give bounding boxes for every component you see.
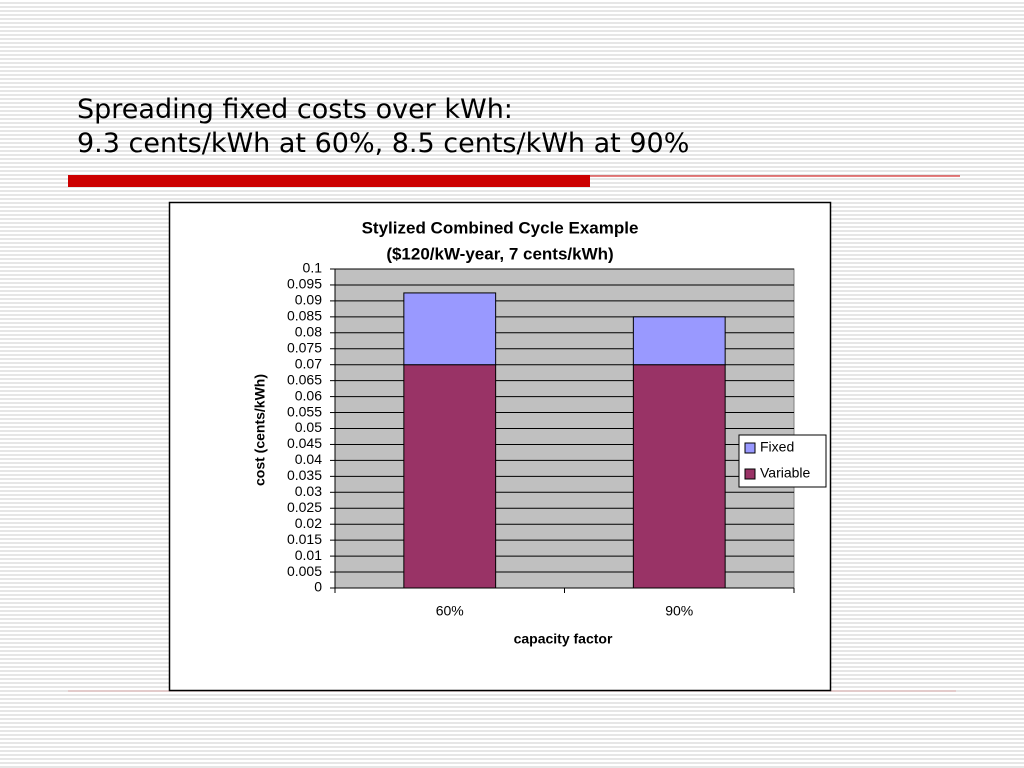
chart-subtitle: ($120/kW-year, 7 cents/kWh) [386,244,613,263]
y-tick-label: 0.085 [287,308,322,324]
y-tick-label: 0.04 [295,451,322,467]
y-tick-label: 0.035 [287,467,322,483]
legend-label: Fixed [760,439,794,455]
y-tick-label: 0.005 [287,563,322,579]
y-tick-label: 0.065 [287,371,322,387]
bar-segment [632,316,726,366]
bar-segment [403,292,497,366]
y-tick-label: 0.01 [295,547,322,563]
slide-title: Spreading fixed costs over kWh: 9.3 cent… [77,93,689,161]
y-tick-label: 0.075 [287,339,322,355]
y-tick-label: 0.1 [303,260,323,276]
y-tick-label: 0.08 [295,324,322,340]
legend-swatch [744,442,756,454]
x-axis-label: capacity factor [514,631,613,647]
legend-label: Variable [760,465,811,481]
legend-swatch [744,468,756,480]
y-tick-label: 0.05 [295,419,322,435]
chart-title: Stylized Combined Cycle Example [362,218,639,237]
y-tick-label: 0.045 [287,435,322,451]
y-tick-label: 0.02 [295,515,322,531]
slide-title-line: Spreading fixed costs over kWh: [77,94,513,125]
x-tick-label: 60% [436,603,464,619]
y-tick-label: 0.06 [295,387,322,403]
y-tick-label: 0.03 [295,483,322,499]
y-tick-label: 0 [314,579,322,595]
y-tick-label: 0.015 [287,531,322,547]
y-tick-label: 0.055 [287,403,322,419]
y-axis-label: cost (cents/kWh) [252,374,268,486]
y-tick-label: 0.025 [287,499,322,515]
accent-bar [68,175,590,187]
slide-title-line: 9.3 cents/kWh at 60%, 8.5 cents/kWh at 9… [77,128,690,159]
y-tick-label: 0.07 [295,355,322,371]
bar-segment [403,364,497,589]
y-tick-label: 0.09 [295,292,322,308]
y-tick-label: 0.095 [287,276,322,292]
bar-segment [632,364,726,589]
x-tick-label: 90% [665,603,693,619]
